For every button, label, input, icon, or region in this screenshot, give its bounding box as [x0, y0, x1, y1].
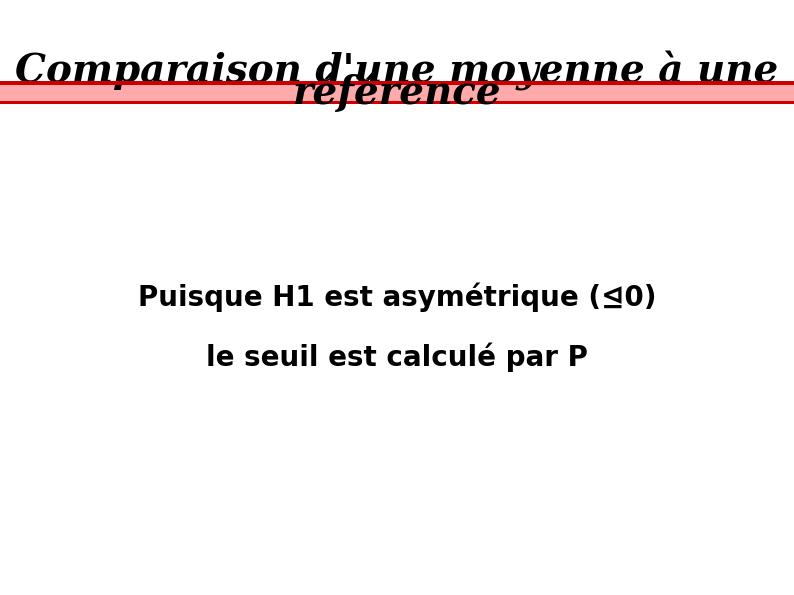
Text: Comparaison d'une moyenne à une: Comparaison d'une moyenne à une: [15, 51, 779, 92]
Text: référence: référence: [293, 73, 501, 112]
Bar: [0, 81, 794, 85]
Bar: [0, 81, 794, 104]
Text: Puisque H1 est asymétrique (⊴0): Puisque H1 est asymétrique (⊴0): [137, 283, 657, 312]
Bar: [0, 101, 794, 104]
Text: le seuil est calculé par P: le seuil est calculé par P: [206, 342, 588, 372]
